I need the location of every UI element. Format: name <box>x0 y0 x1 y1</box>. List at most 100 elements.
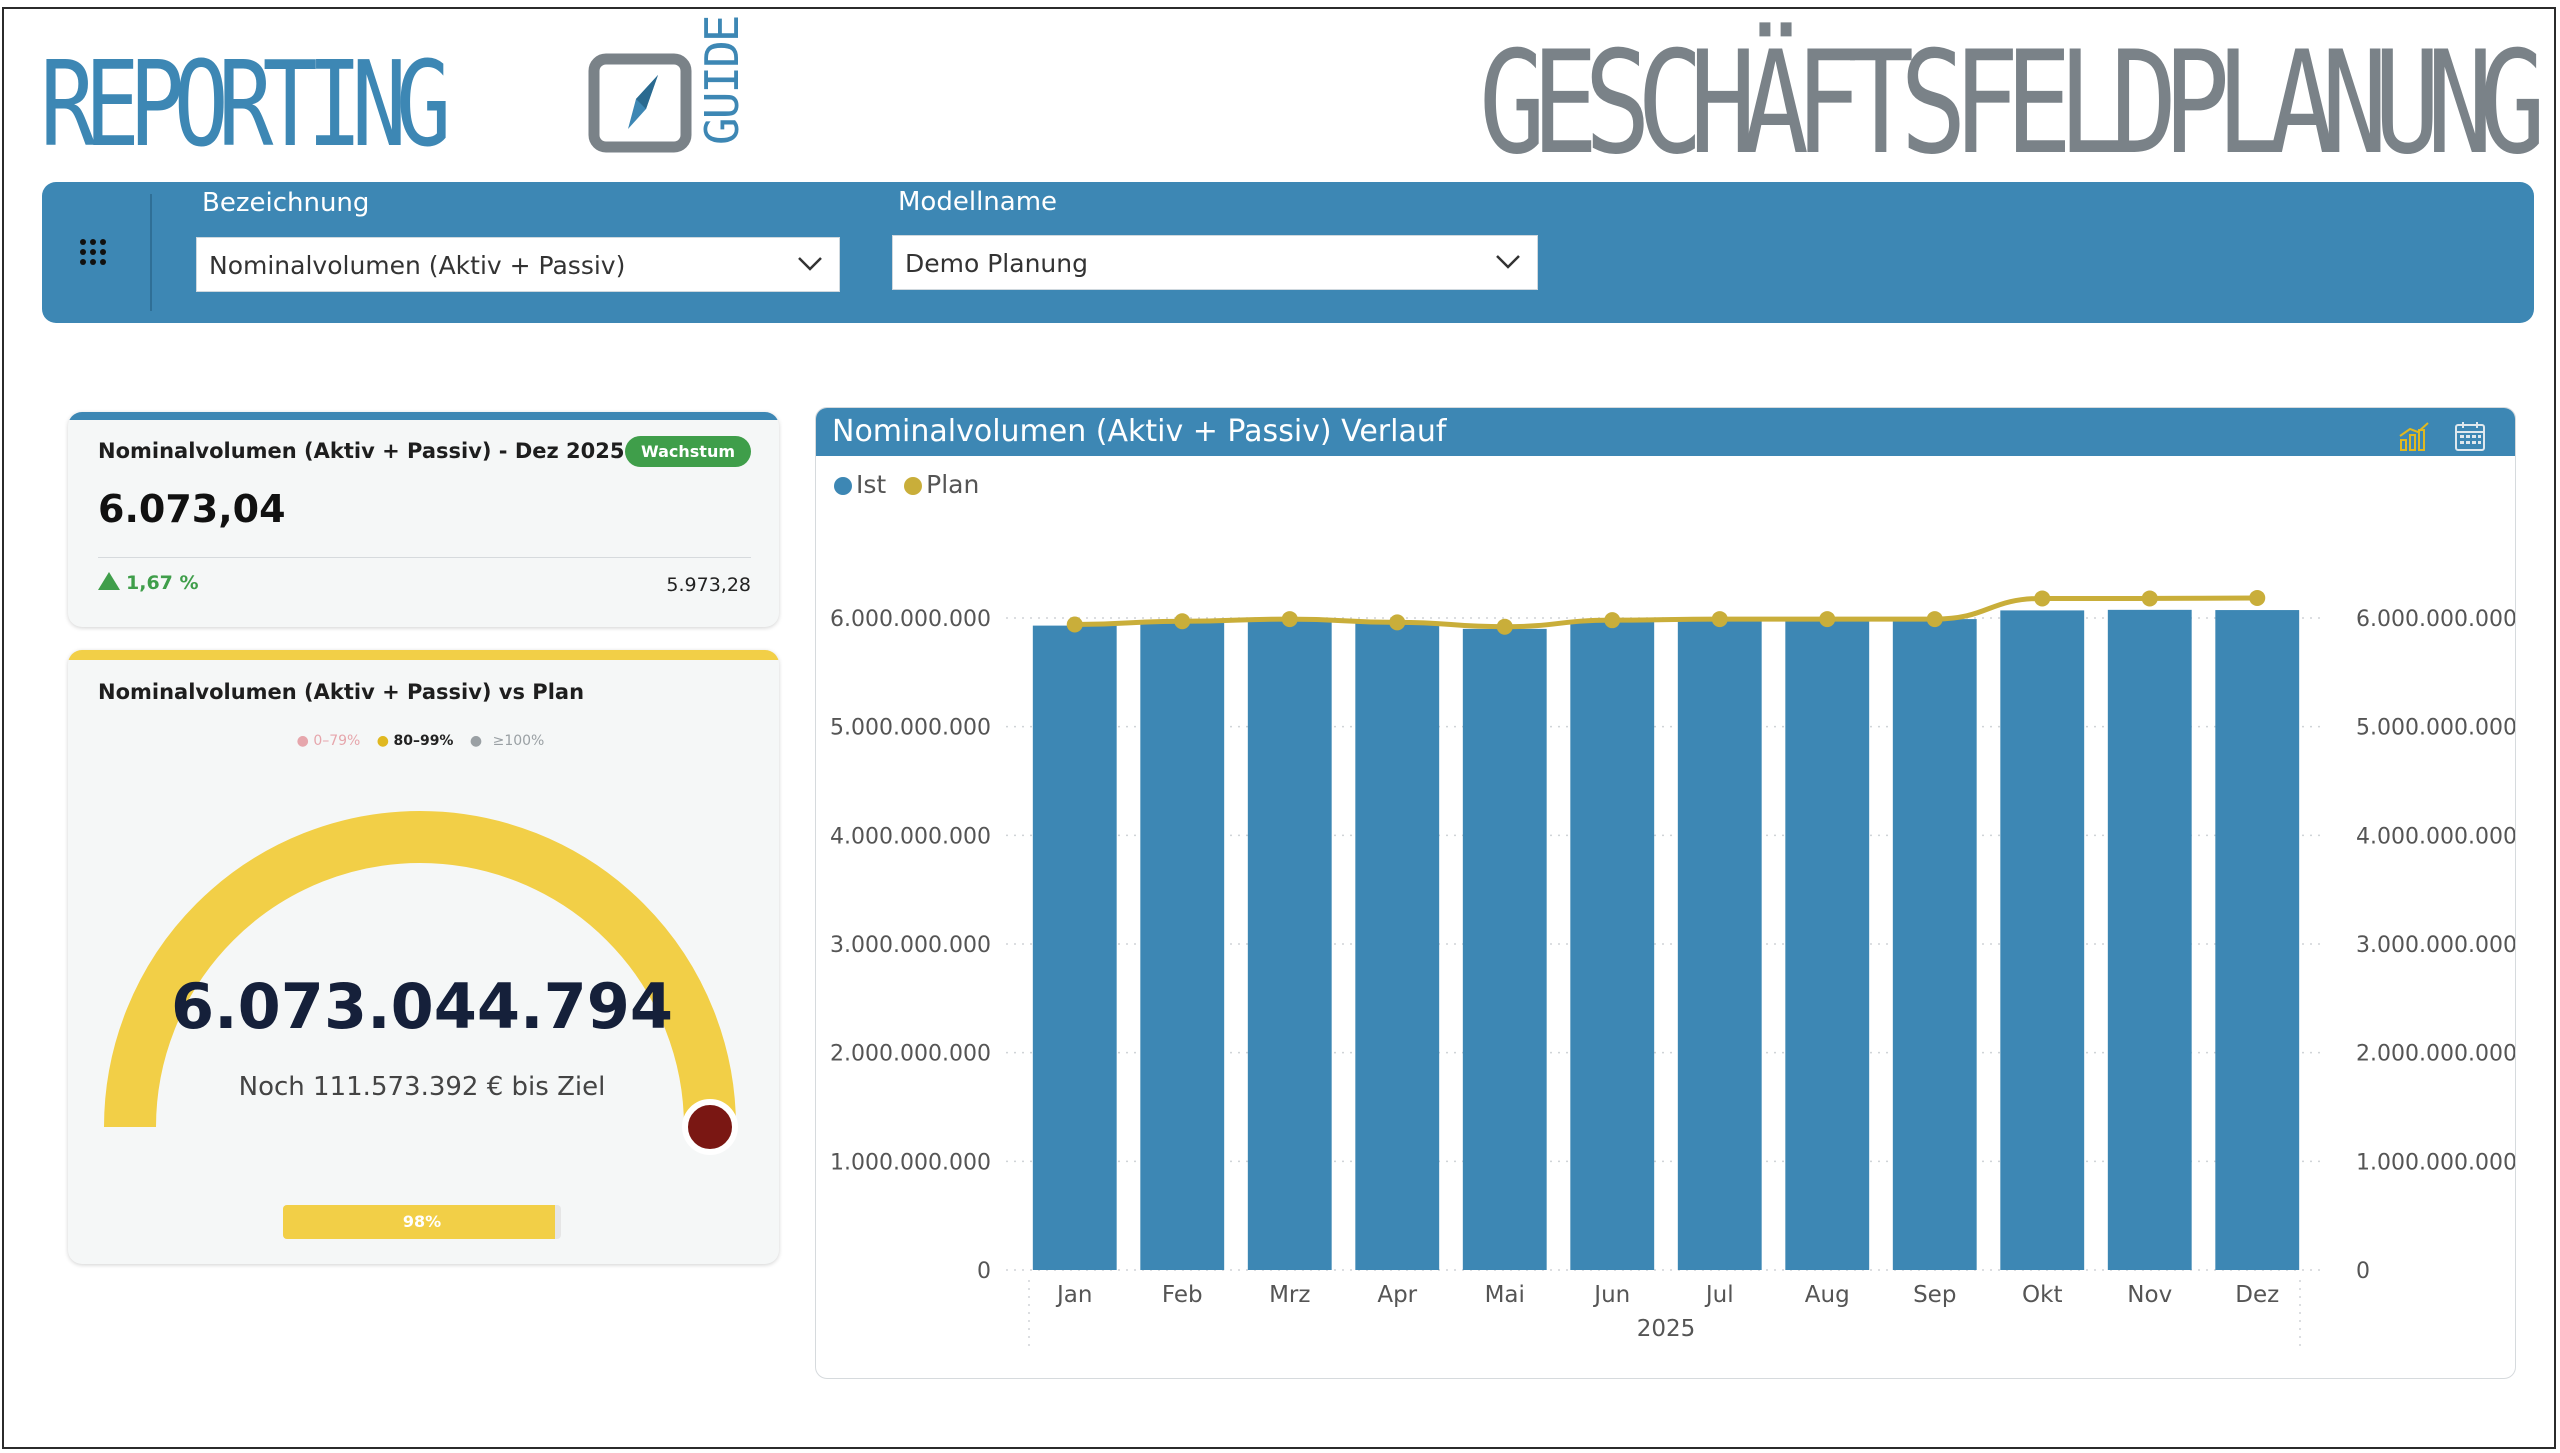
combo-chart: 0 0 1.000.000.000 1.000.000.000 2.000.000.00… <box>830 589 2515 1350</box>
filter-bar: Bezeichnung Nominalvolumen (Aktiv + Pass… <box>42 182 2534 323</box>
x-tick-label: Feb <box>1162 1282 1203 1308</box>
bar-ist <box>2215 610 2300 1270</box>
y-tick-label: 6.000.000.000 <box>830 607 991 632</box>
y2-tick-label: 5.000.000.000 <box>2356 716 2515 741</box>
kpi-title: Nominalvolumen (Aktiv + Passiv) - Dez 20… <box>98 439 625 463</box>
legend-mid: ● 80–99% <box>376 733 454 749</box>
legend-plan[interactable]: Plan <box>904 470 979 499</box>
bezeichnung-dropdown[interactable]: Nominalvolumen (Aktiv + Passiv) <box>196 237 840 292</box>
kpi-divider <box>98 557 751 558</box>
y-tick-label: 3.000.000.000 <box>830 933 991 958</box>
modellname-label: Modellname <box>898 187 1058 217</box>
y-tick-label: 2.000.000.000 <box>830 1042 991 1067</box>
x-tick-label: Apr <box>1377 1282 1417 1308</box>
plan-point <box>2249 589 2266 606</box>
bar-ist <box>1032 625 1117 1270</box>
gauge-legend: ● 0–79% ● 80–99% ● ≥100% <box>68 733 779 749</box>
y2-tick-label: 1.000.000.000 <box>2356 1150 2515 1175</box>
bar-ist <box>1785 619 1870 1270</box>
chart-card: Nominalvolumen (Aktiv + Passiv) Verlauf … <box>815 407 2516 1379</box>
plan-point <box>2141 590 2158 607</box>
apps-grid-icon[interactable] <box>80 239 106 265</box>
chart-header: Nominalvolumen (Aktiv + Passiv) Verlauf <box>816 408 2515 456</box>
plan-point <box>1389 614 1406 631</box>
plan-line <box>1074 595 2258 630</box>
gauge-subtitle: Noch 111.573.392 € bis Ziel <box>238 1072 606 1102</box>
x-tick-label: Sep <box>1913 1282 1956 1308</box>
gauge-chart <box>104 811 738 1155</box>
plan-point <box>1926 611 1943 628</box>
status-badge: Wachstum <box>625 436 751 467</box>
plan-point <box>1281 611 1298 628</box>
legend-high: ● ≥100% <box>469 733 545 749</box>
kpi-previous-value: 5.973,28 <box>666 574 751 596</box>
x-tick-label: Mai <box>1485 1282 1525 1308</box>
legend-low: ● 0–79% <box>296 733 361 749</box>
plan-point <box>1496 618 1513 635</box>
y2-tick-label: 3.000.000.000 <box>2356 933 2515 958</box>
triangle-up-icon <box>98 572 120 590</box>
compass-icon <box>588 53 692 153</box>
bar-ist <box>1462 628 1547 1270</box>
bezeichnung-label: Bezeichnung <box>202 188 370 218</box>
logo-subtext: GUIDE <box>695 16 749 145</box>
plan-point <box>1066 616 1083 633</box>
y-tick-label: 5.000.000.000 <box>830 716 991 741</box>
bar-ist <box>1140 622 1225 1270</box>
gauge-value: 6.073.044.794 <box>170 970 674 1043</box>
chart-type-icon[interactable] <box>2398 420 2430 452</box>
x-tick-label: Aug <box>1805 1282 1850 1308</box>
x-tick-label: Jun <box>1592 1282 1630 1308</box>
bar-ist <box>1892 619 1977 1270</box>
bar-ist <box>1247 620 1332 1270</box>
y-tick-label: 0 <box>977 1259 991 1284</box>
y2-tick-label: 6.000.000.000 <box>2356 607 2515 632</box>
bar-ist <box>1355 623 1440 1270</box>
progress-label: 98% <box>402 1212 442 1231</box>
progress-bar: 98% <box>283 1205 561 1239</box>
kpi-delta-value: 1,67 % <box>126 572 199 594</box>
bar-ist <box>1570 620 1655 1270</box>
bar-ist <box>2107 609 2192 1270</box>
legend-ist[interactable]: Ist <box>834 470 886 499</box>
x-tick-label: Jan <box>1055 1282 1092 1308</box>
chart-title: Nominalvolumen (Aktiv + Passiv) Verlauf <box>832 414 1447 449</box>
logo-wordmark: REPORTING <box>40 35 451 173</box>
bar-ist <box>2000 610 2085 1270</box>
x-group-label: 2025 <box>1637 1316 1696 1342</box>
modellname-value: Demo Planung <box>905 249 1088 278</box>
chevron-down-icon <box>798 257 822 271</box>
card-accent-bar <box>68 650 779 660</box>
x-tick-label: Nov <box>2127 1282 2172 1308</box>
x-tick-label: Mrz <box>1269 1282 1310 1308</box>
plan-point <box>1174 613 1191 630</box>
card-accent-bar <box>68 412 779 420</box>
plan-point <box>1711 611 1728 628</box>
plan-point <box>2034 590 2051 607</box>
y2-tick-label: 0 <box>2356 1259 2370 1284</box>
kpi-delta: 1,67 % <box>98 572 199 594</box>
gauge-title: Nominalvolumen (Aktiv + Passiv) vs Plan <box>98 680 585 704</box>
y-tick-label: 4.000.000.000 <box>830 824 991 849</box>
gauge-arc <box>104 811 736 1128</box>
gauge-card: Nominalvolumen (Aktiv + Passiv) vs Plan … <box>68 650 779 1264</box>
chevron-down-icon <box>1496 255 1520 269</box>
y-tick-label: 1.000.000.000 <box>830 1150 991 1175</box>
x-tick-label: Dez <box>2235 1282 2279 1308</box>
chart-legend: Ist Plan <box>834 470 989 499</box>
page-title: GESCHÄFTSFELDPLANUNG <box>1479 21 2546 186</box>
progress-fill <box>283 1205 556 1239</box>
gauge-marker <box>682 1099 738 1155</box>
kpi-card: Nominalvolumen (Aktiv + Passiv) - Dez 20… <box>68 412 779 627</box>
y2-tick-label: 4.000.000.000 <box>2356 824 2515 849</box>
bar-ist <box>1677 619 1762 1270</box>
modellname-dropdown[interactable]: Demo Planung <box>892 235 1538 290</box>
kpi-value: 6.073,04 <box>98 487 286 531</box>
x-tick-label: Okt <box>2022 1282 2062 1308</box>
plan-point <box>1604 612 1621 629</box>
plan-point <box>1819 611 1836 628</box>
calendar-icon[interactable] <box>2454 420 2486 452</box>
bezeichnung-value: Nominalvolumen (Aktiv + Passiv) <box>209 251 626 280</box>
y2-tick-label: 2.000.000.000 <box>2356 1042 2515 1067</box>
x-tick-label: Jul <box>1704 1282 1734 1308</box>
